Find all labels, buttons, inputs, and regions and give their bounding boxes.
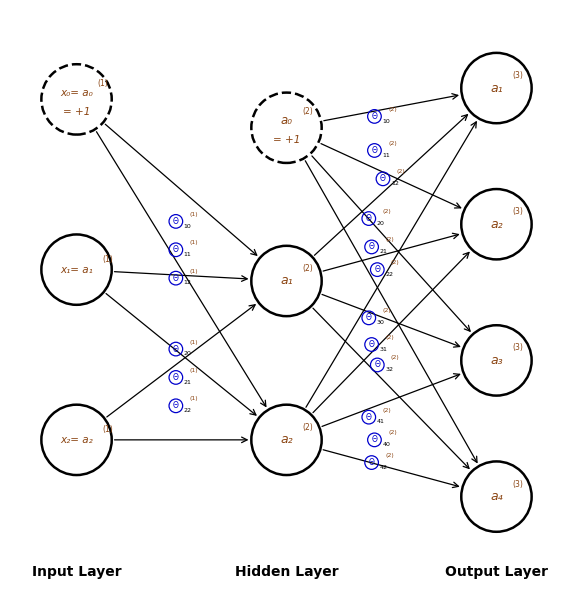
Text: 21: 21	[379, 249, 387, 254]
Text: Θ: Θ	[173, 217, 179, 226]
Circle shape	[461, 325, 532, 396]
Text: Θ: Θ	[368, 340, 375, 349]
Text: a₃: a₃	[490, 354, 503, 367]
Text: Θ: Θ	[371, 435, 378, 445]
Text: Θ: Θ	[173, 344, 179, 353]
Circle shape	[41, 405, 112, 475]
Text: 11: 11	[382, 153, 390, 158]
Circle shape	[252, 92, 321, 163]
Circle shape	[41, 234, 112, 305]
Text: 12: 12	[391, 181, 399, 186]
Text: a₄: a₄	[490, 490, 503, 503]
Text: Θ: Θ	[371, 146, 378, 155]
Text: 41: 41	[376, 420, 384, 424]
Text: (2): (2)	[303, 423, 313, 432]
Text: (2): (2)	[303, 107, 313, 116]
Text: (3): (3)	[512, 71, 523, 80]
Text: (2): (2)	[385, 237, 394, 243]
Text: 31: 31	[379, 347, 387, 352]
Text: Θ: Θ	[173, 373, 179, 382]
Text: 32: 32	[385, 367, 393, 372]
Text: Θ: Θ	[374, 265, 380, 274]
Circle shape	[461, 189, 532, 259]
Text: (2): (2)	[303, 264, 313, 273]
Text: Θ: Θ	[173, 246, 179, 254]
Text: (2): (2)	[382, 308, 391, 313]
Text: (3): (3)	[512, 343, 523, 352]
Text: (1): (1)	[190, 269, 198, 274]
Text: a₁: a₁	[490, 82, 503, 95]
Text: x₂= a₂: x₂= a₂	[60, 435, 93, 445]
Text: (2): (2)	[385, 453, 394, 458]
Text: 12: 12	[184, 280, 191, 285]
Text: Θ: Θ	[366, 214, 372, 223]
Circle shape	[252, 405, 321, 475]
Text: 20: 20	[376, 221, 384, 226]
Text: Θ: Θ	[371, 112, 378, 121]
Text: (2): (2)	[388, 141, 397, 146]
Text: Input Layer: Input Layer	[32, 564, 121, 579]
Text: (1): (1)	[190, 368, 198, 373]
Text: Θ: Θ	[366, 313, 372, 322]
Text: Θ: Θ	[368, 243, 375, 252]
Text: 21: 21	[184, 380, 191, 384]
Text: a₂: a₂	[280, 433, 293, 446]
Text: (2): (2)	[385, 335, 394, 340]
Text: = +1: = +1	[273, 135, 300, 145]
Text: (1): (1)	[190, 240, 198, 245]
Text: Output Layer: Output Layer	[445, 564, 548, 579]
Circle shape	[461, 461, 532, 532]
Text: Θ: Θ	[173, 401, 179, 410]
Text: 11: 11	[184, 252, 191, 257]
Text: Θ: Θ	[173, 274, 179, 283]
Text: 40: 40	[382, 442, 390, 447]
Text: (1): (1)	[190, 212, 198, 217]
Text: Θ: Θ	[380, 175, 386, 184]
Text: (1): (1)	[190, 340, 198, 344]
Text: Hidden Layer: Hidden Layer	[235, 564, 338, 579]
Text: 42: 42	[379, 465, 387, 470]
Text: a₂: a₂	[490, 218, 503, 231]
Text: 10: 10	[184, 224, 191, 229]
Text: (1): (1)	[190, 396, 198, 401]
Text: = +1: = +1	[63, 107, 90, 117]
Text: a₀: a₀	[281, 114, 292, 128]
Text: (2): (2)	[388, 430, 397, 435]
Text: (2): (2)	[382, 209, 391, 214]
Circle shape	[41, 64, 112, 135]
Text: (2): (2)	[391, 260, 399, 265]
Text: (2): (2)	[388, 107, 397, 112]
Text: Θ: Θ	[366, 412, 372, 421]
Circle shape	[461, 53, 532, 123]
Text: (3): (3)	[512, 480, 523, 489]
Text: (1): (1)	[102, 425, 113, 434]
Text: Θ: Θ	[374, 361, 380, 370]
Text: (1): (1)	[97, 79, 108, 88]
Text: 22: 22	[385, 272, 393, 277]
Text: (2): (2)	[382, 408, 391, 412]
Text: 20: 20	[184, 351, 191, 356]
Text: (1): (1)	[102, 255, 113, 264]
Text: x₀= a₀: x₀= a₀	[60, 88, 93, 98]
Text: a₁: a₁	[280, 275, 293, 287]
Text: (2): (2)	[397, 169, 405, 174]
Text: 10: 10	[382, 119, 390, 124]
Text: Θ: Θ	[368, 458, 375, 467]
Text: (2): (2)	[391, 355, 399, 361]
Circle shape	[252, 246, 321, 316]
Text: 30: 30	[376, 320, 384, 325]
Text: 22: 22	[184, 408, 192, 413]
Text: (3): (3)	[512, 207, 523, 216]
Text: x₁= a₁: x₁= a₁	[60, 265, 93, 275]
